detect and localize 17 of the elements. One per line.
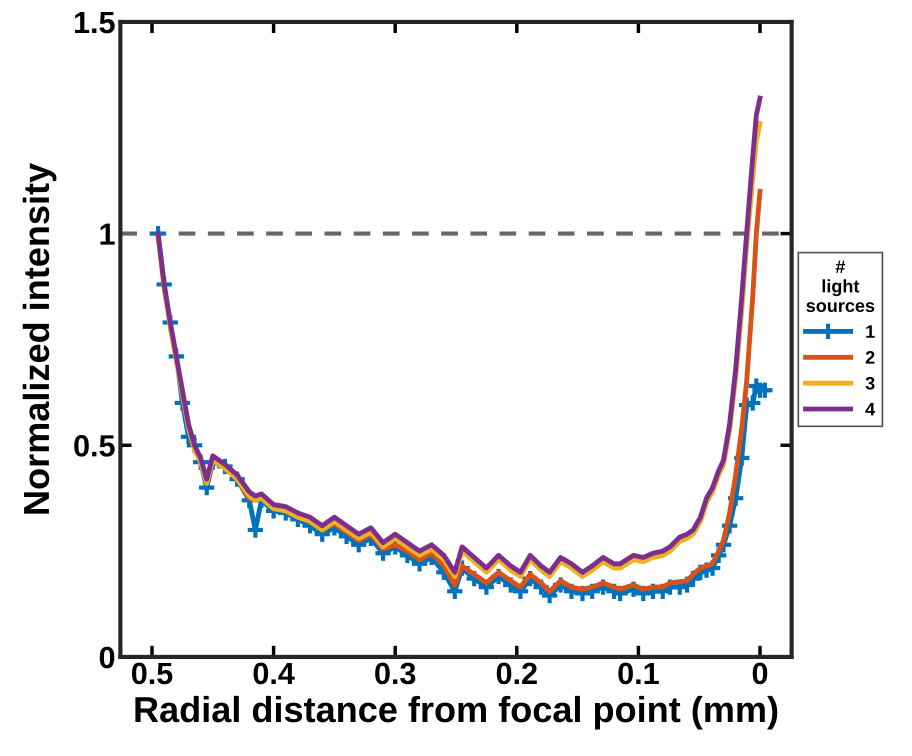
- legend-label: 2: [866, 350, 874, 364]
- legend-label: 3: [866, 376, 875, 390]
- x-axis-title: Radial distance from focal point (mm): [135, 696, 778, 730]
- x-tick-label: 0.4: [254, 662, 295, 684]
- y-tick-label: 1: [100, 224, 115, 245]
- legend-label: 4: [865, 402, 876, 416]
- x-tick-label: 0.1: [618, 662, 659, 684]
- x-tick-label: 0.5: [132, 662, 172, 684]
- y-axis-title: Normalized intensity: [22, 163, 56, 514]
- legend-label: 1: [866, 325, 875, 338]
- x-tick-label: 0: [752, 662, 768, 684]
- y-tick-label: 0.5: [74, 435, 115, 457]
- y-tick-label: 1.5: [74, 12, 115, 34]
- x-tick-label: 0.2: [496, 662, 537, 684]
- legend-title: # light sources: [806, 260, 874, 312]
- y-tick-label: 0: [100, 646, 114, 668]
- x-tick-label: 0.3: [375, 662, 416, 684]
